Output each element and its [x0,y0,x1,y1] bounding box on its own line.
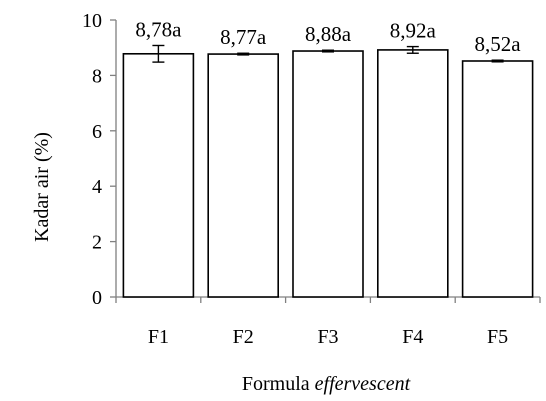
x-axis-label-italic: effervescent [315,373,411,395]
data-label: 8,77a [220,25,267,49]
y-tick-label: 0 [92,287,102,309]
y-tick-label: 4 [92,176,102,198]
plot-area: 0 2 4 6 8 10 8,78a F1 8,77a F2 8,88a F3 8,92a F4 8,52a… [82,10,541,348]
x-axis-label-main: Formula [242,373,315,395]
data-label: 8,92a [390,19,437,43]
bar-f2 [207,53,279,298]
data-label: 8,88a [305,22,352,46]
y-tick-label: 8 [92,65,102,87]
bar-f1 [122,52,195,298]
x-tick-label: F4 [402,326,423,348]
bar-f3 [292,50,364,298]
bar-f5 [461,60,534,298]
y-axis-label: Kadar air (%) [31,132,53,242]
bar-f4 [376,49,449,298]
data-label: 8,78a [135,17,182,41]
x-tick-label: F1 [148,326,169,348]
data-label: 8,52a [475,32,522,56]
x-axis-label: Formula effervescent [242,373,411,395]
x-tick-label: F3 [317,326,338,348]
y-tick-label: 6 [92,121,102,143]
y-tick-label: 10 [82,10,102,32]
y-tick-label: 2 [92,232,102,254]
x-tick-label: F2 [233,326,254,348]
x-tick-label: F5 [487,326,508,348]
